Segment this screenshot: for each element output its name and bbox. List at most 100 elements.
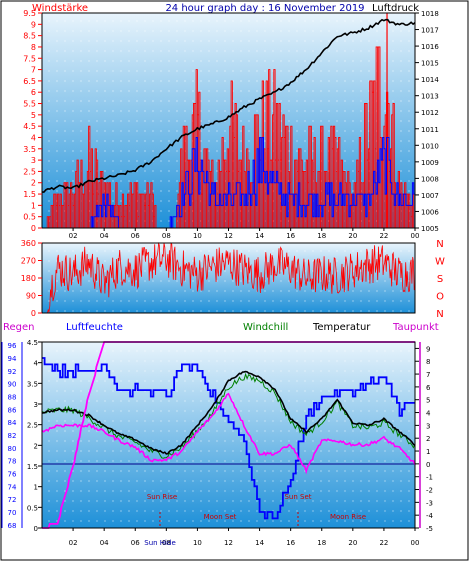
time-axis-tick-label: 22 [379, 539, 388, 547]
pressure-axis-tick-label: 1018 [421, 10, 439, 18]
pressure-axis-tick-label: 1007 [421, 192, 439, 200]
sun-rise-label: Sun Rise [147, 493, 177, 501]
time-axis-tick-label: 00 [411, 232, 420, 240]
regen-axis-tick-label: 3.5 [27, 380, 38, 388]
wind-axis-tick-label: 3 [31, 156, 36, 165]
pressure-axis-tick-label: 1006 [421, 208, 439, 216]
humidity-axis-tick-label: 72 [8, 496, 17, 504]
sun-set-label: Sun Set [284, 493, 311, 501]
humidity-axis-tick-label: 82 [8, 432, 17, 440]
wind-axis-tick-label: 7 [31, 66, 36, 75]
pressure-axis-tick-label: 1005 [421, 225, 439, 233]
temperature-series [41, 370, 416, 455]
regen-axis-tick-label: 2.5 [27, 422, 38, 430]
direction-axis-tick-label: 180 [21, 274, 36, 283]
pressure-axis-tick-label: 1015 [421, 60, 439, 68]
regen-axis-tick-label: 2 [34, 442, 38, 450]
wind-axis-tick-label: 1 [31, 201, 36, 210]
wind-axis-tick-label: 9.5 [23, 9, 36, 18]
panel-wind-pressure: 0 0.5 1 1.5 2 2.5 3 3.5 4 4.5 5 5.5 6 6.5 7 7.5 8 8.5 9 9.5… [23, 9, 439, 240]
wind-axis-tick-label: 9 [31, 20, 36, 29]
humidity-axis-tick-label: 94 [8, 355, 17, 363]
wind-axis-tick-label: 5 [31, 111, 36, 120]
pressure-axis-tick-label: 1009 [421, 159, 439, 167]
humidity-axis-tick-label: 96 [8, 342, 17, 350]
wind-axis-tick-label: 2 [31, 179, 36, 188]
regen-axis-tick-label: 4 [34, 360, 39, 368]
temperature-axis-tick-label: 7 [426, 371, 430, 379]
direction-axis-tick-label: 90 [26, 292, 36, 301]
temperature-axis-tick-label: 0 [426, 461, 430, 469]
wind-axis-tick-label: 8.5 [23, 32, 36, 41]
wind-axis-tick-label: 0.5 [23, 213, 36, 222]
temperature-axis-tick-label: -4 [426, 512, 434, 520]
sun-hide-label: Sun Hide [144, 539, 176, 547]
temperature-axis-tick-label: 4 [426, 410, 431, 418]
time-axis-tick-label: 04 [100, 539, 109, 547]
humidity-axis-tick-label: 92 [8, 368, 17, 376]
pressure-axis-tick-label: 1017 [421, 27, 439, 35]
pressure-series [42, 18, 416, 193]
time-axis-tick-label: 20 [348, 539, 357, 547]
pressure-axis-tick-label: 1008 [421, 175, 439, 183]
wind-axis-tick-label: 0 [31, 224, 36, 233]
regen-axis-tick-label: 0 [34, 525, 38, 533]
compass-label: N [436, 309, 443, 320]
legend-windchill: Windchill [243, 322, 288, 333]
pressure-axis-tick-label: 1013 [421, 93, 439, 101]
time-axis-tick-label: 18 [317, 232, 326, 240]
temperature-axis-tick-label: 8 [426, 358, 430, 366]
regen-axis-tick-label: 0.5 [27, 504, 38, 512]
time-axis-tick-label: 00 [411, 539, 420, 547]
temperature-axis-tick-label: 9 [426, 345, 430, 353]
wind-axis-tick-label: 6 [31, 88, 36, 97]
humidity-axis-tick-label: 84 [8, 419, 17, 427]
temperature-axis-tick-label: -3 [426, 499, 433, 507]
time-axis-tick-label: 10 [193, 232, 202, 240]
time-axis-tick-label: 06 [131, 232, 140, 240]
time-axis-tick-label: 08 [162, 539, 171, 547]
time-axis-tick-label: 14 [255, 232, 264, 240]
wind-axis-tick-label: 2.5 [23, 167, 36, 176]
legend-regen: Regen [3, 322, 35, 333]
moon-rise-label: Moon Rise [330, 513, 366, 521]
humidity-series [42, 357, 415, 520]
time-axis-tick-label: 02 [69, 539, 78, 547]
time-axis-tick-label: 12 [224, 539, 233, 547]
temperature-axis-tick-label: 1 [426, 448, 430, 456]
compass-label: O [436, 292, 444, 303]
legend-luftfeuchte: Luftfeuchte [66, 322, 123, 333]
humidity-axis-tick-label: 76 [8, 470, 17, 478]
temperature-axis-tick-label: -2 [426, 487, 433, 495]
right-axis-title: Luftdruck [372, 3, 419, 14]
pressure-axis-tick-label: 1011 [421, 126, 439, 134]
pressure-axis-tick-label: 1012 [421, 109, 439, 117]
regen-axis-tick-label: 4.5 [27, 339, 38, 347]
time-axis-tick-label: 12 [224, 232, 233, 240]
pressure-axis-tick-label: 1014 [421, 76, 439, 84]
wind-axis-tick-label: 4 [31, 133, 36, 142]
direction-axis-tick-label: 270 [21, 257, 36, 266]
wind-axis-tick-label: 7.5 [23, 54, 36, 63]
time-axis-tick-label: 10 [193, 539, 202, 547]
temperature-axis-tick-label: 5 [426, 397, 430, 405]
regen-axis-tick-label: 1 [34, 484, 38, 492]
humidity-axis-tick-label: 80 [8, 445, 17, 453]
chart-title: 24 hour graph day : 16 November 2019 [165, 3, 364, 14]
direction-axis-tick-label: 0 [31, 309, 36, 318]
regen-axis-tick-label: 1.5 [27, 463, 38, 471]
wind-axis-tick-label: 3.5 [23, 145, 36, 154]
humidity-axis-tick-label: 70 [8, 509, 17, 517]
time-axis-tick-label: 16 [286, 539, 295, 547]
humidity-axis-tick-label: 86 [8, 406, 17, 414]
humidity-axis-tick-label: 90 [8, 381, 17, 389]
wind-axis-tick-label: 1.5 [23, 190, 36, 199]
direction-axis-tick-label: 360 [21, 239, 36, 248]
panel-temperature-humidity: 00.511.522.533.544.5 6870727476788082848… [8, 339, 434, 547]
legend-temperatur: Temperatur [312, 322, 371, 333]
time-axis-tick-label: 18 [317, 539, 326, 547]
regen-axis-tick-label: 3 [34, 401, 38, 409]
temperature-axis-tick-label: -5 [426, 525, 433, 533]
